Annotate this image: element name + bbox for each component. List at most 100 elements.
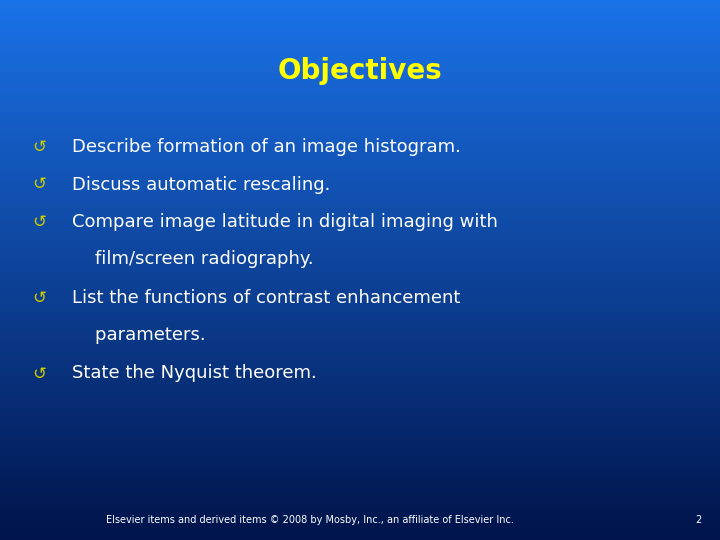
Bar xyxy=(0,535,720,537)
Bar xyxy=(0,176,720,178)
Bar xyxy=(0,165,720,167)
Bar xyxy=(0,32,720,35)
Bar xyxy=(0,289,720,292)
Bar xyxy=(0,302,720,305)
Bar xyxy=(0,81,720,84)
Bar xyxy=(0,435,720,437)
Bar xyxy=(0,394,720,397)
Bar xyxy=(0,359,720,362)
Bar xyxy=(0,319,720,321)
Bar xyxy=(0,14,720,16)
Bar xyxy=(0,389,720,392)
Bar xyxy=(0,62,720,65)
Bar xyxy=(0,70,720,73)
Bar xyxy=(0,130,720,132)
Bar xyxy=(0,3,720,5)
Bar xyxy=(0,459,720,462)
Bar xyxy=(0,491,720,494)
Bar xyxy=(0,59,720,62)
Text: Discuss automatic rescaling.: Discuss automatic rescaling. xyxy=(72,176,330,193)
Bar xyxy=(0,213,720,216)
Bar xyxy=(0,327,720,329)
Bar xyxy=(0,154,720,157)
Bar xyxy=(0,413,720,416)
Bar xyxy=(0,124,720,127)
Bar xyxy=(0,78,720,81)
Bar xyxy=(0,472,720,475)
Text: Elsevier items and derived items © 2008 by Mosby, Inc., an affiliate of Elsevier: Elsevier items and derived items © 2008 … xyxy=(106,515,513,525)
Bar xyxy=(0,489,720,491)
Bar xyxy=(0,108,720,111)
Bar xyxy=(0,316,720,319)
Bar xyxy=(0,73,720,76)
Bar xyxy=(0,508,720,510)
Bar xyxy=(0,235,720,238)
Bar xyxy=(0,157,720,159)
Bar xyxy=(0,524,720,526)
Bar xyxy=(0,46,720,49)
Bar xyxy=(0,346,720,348)
Bar xyxy=(0,478,720,481)
Bar xyxy=(0,184,720,186)
Bar xyxy=(0,373,720,375)
Bar xyxy=(0,275,720,278)
Bar xyxy=(0,119,720,122)
Bar xyxy=(0,57,720,59)
Bar xyxy=(0,116,720,119)
Bar xyxy=(0,24,720,27)
Bar xyxy=(0,332,720,335)
Bar xyxy=(0,189,720,192)
Bar xyxy=(0,94,720,97)
Bar xyxy=(0,397,720,400)
Bar xyxy=(0,437,720,440)
Bar xyxy=(0,294,720,297)
Bar xyxy=(0,211,720,213)
Bar xyxy=(0,456,720,459)
Bar xyxy=(0,343,720,346)
Bar xyxy=(0,51,720,54)
Bar xyxy=(0,281,720,284)
Bar xyxy=(0,305,720,308)
Bar xyxy=(0,440,720,443)
Bar xyxy=(0,273,720,275)
Bar xyxy=(0,86,720,89)
Bar xyxy=(0,494,720,497)
Text: Objectives: Objectives xyxy=(278,57,442,85)
Bar xyxy=(0,432,720,435)
Bar xyxy=(0,138,720,140)
Bar xyxy=(0,505,720,508)
Bar xyxy=(0,340,720,343)
Bar xyxy=(0,443,720,445)
Bar xyxy=(0,11,720,14)
Bar xyxy=(0,200,720,202)
Bar xyxy=(0,127,720,130)
Bar xyxy=(0,324,720,327)
Bar xyxy=(0,173,720,176)
Bar xyxy=(0,140,720,143)
Bar xyxy=(0,113,720,116)
Bar xyxy=(0,427,720,429)
Bar xyxy=(0,35,720,38)
Text: State the Nyquist theorem.: State the Nyquist theorem. xyxy=(72,364,317,382)
Bar xyxy=(0,386,720,389)
Bar xyxy=(0,132,720,135)
Bar xyxy=(0,354,720,356)
Bar xyxy=(0,159,720,162)
Bar xyxy=(0,135,720,138)
Bar xyxy=(0,497,720,500)
Bar xyxy=(0,351,720,354)
Bar xyxy=(0,8,720,11)
Bar xyxy=(0,278,720,281)
Bar xyxy=(0,410,720,413)
Text: 2: 2 xyxy=(696,515,702,525)
Bar xyxy=(0,251,720,254)
Bar xyxy=(0,54,720,57)
Bar xyxy=(0,167,720,170)
Bar xyxy=(0,30,720,32)
Bar xyxy=(0,43,720,46)
Bar xyxy=(0,424,720,427)
Bar xyxy=(0,267,720,270)
Bar xyxy=(0,243,720,246)
Bar xyxy=(0,265,720,267)
Bar xyxy=(0,143,720,146)
